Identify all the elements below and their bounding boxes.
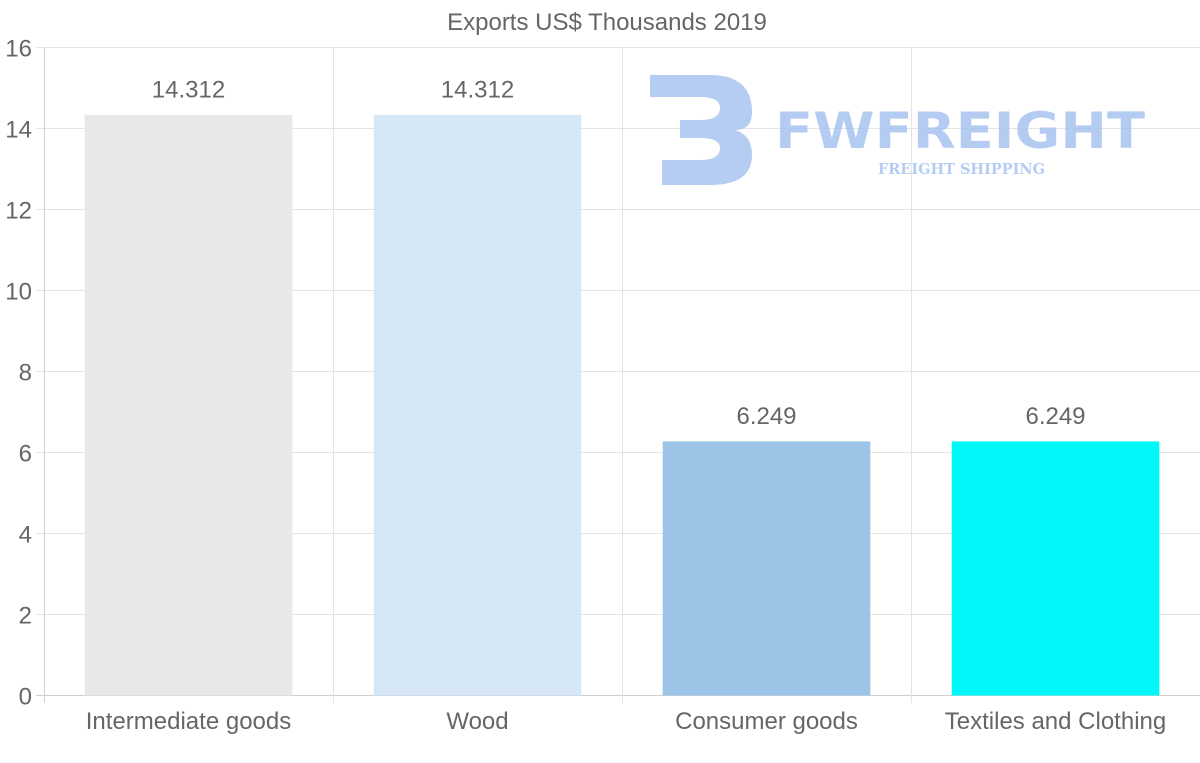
- x-category-label: Wood: [446, 708, 508, 735]
- y-tick-label: 0: [19, 684, 32, 711]
- chart-title: Exports US$ Thousands 2019: [447, 9, 767, 36]
- y-tick-label: 6: [19, 441, 32, 468]
- bar-data-label: 6.249: [1025, 403, 1085, 430]
- x-category-label: Intermediate goods: [86, 708, 291, 735]
- watermark: FWFREIGHT FREIGHT SHIPPING: [650, 75, 1145, 185]
- x-category-label: Textiles and Clothing: [945, 708, 1166, 735]
- labels: 0 2 4 6 8 10 12 14 16 14.312 Intermediate goods 14.…: [5, 36, 1166, 736]
- y-tick-label: 4: [19, 522, 32, 549]
- bar: [951, 441, 1160, 696]
- bar: [84, 114, 293, 696]
- bar-data-label: 14.312: [152, 76, 225, 103]
- bar-data-label: 14.312: [441, 76, 514, 103]
- bar: [662, 441, 871, 696]
- bar: [373, 114, 582, 696]
- y-tick-label: 14: [5, 117, 32, 144]
- y-tick-label: 2: [19, 603, 32, 630]
- bar-data-label: 6.249: [736, 403, 796, 430]
- fwfreight-logo-icon: [650, 75, 752, 185]
- x-category-label: Consumer goods: [675, 708, 858, 735]
- watermark-tagline: FREIGHT SHIPPING: [878, 160, 1045, 178]
- y-tick-label: 12: [5, 198, 32, 225]
- y-tick-label: 10: [5, 279, 32, 306]
- y-tick-label: 16: [5, 36, 32, 63]
- y-tick-label: 8: [19, 360, 32, 387]
- bars: [84, 114, 1160, 696]
- watermark-brand: FWFREIGHT: [775, 102, 1145, 160]
